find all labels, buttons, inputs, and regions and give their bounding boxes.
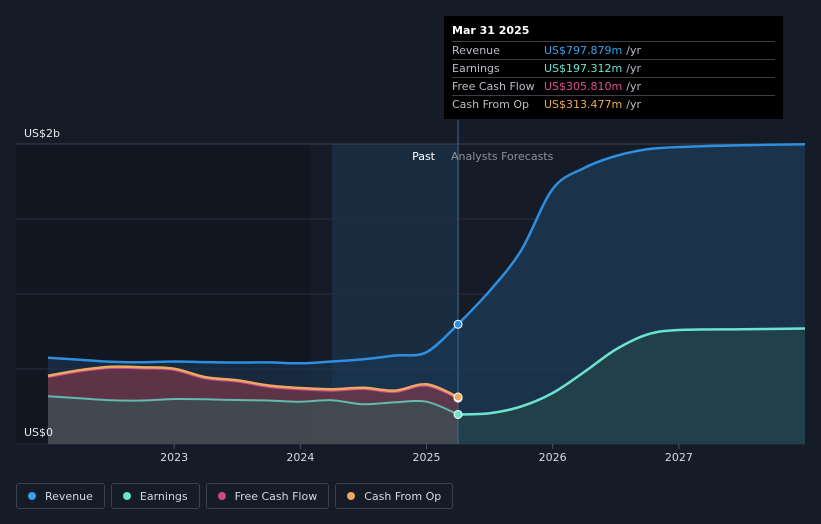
y-tick-top: US$2b (24, 127, 60, 140)
legend-item-cash-from-op[interactable]: Cash From Op (335, 483, 454, 509)
tooltip-label: Earnings (452, 62, 500, 75)
x-tick-label: 2024 (286, 451, 314, 464)
tooltip-value: US$197.312m (544, 62, 623, 75)
chart-legend: Revenue Earnings Free Cash Flow Cash Fro… (16, 483, 454, 511)
tooltip-label: Revenue (452, 44, 500, 57)
legend-item-earnings[interactable]: Earnings (110, 483, 200, 509)
tooltip-unit: /yr (626, 98, 641, 111)
earnings-area (48, 396, 459, 444)
x-tick-label: 2026 (539, 451, 567, 464)
hover-tooltip: Mar 31 2025 Revenue US$797.879m /yr Earn… (444, 16, 783, 119)
cash-from-op-line (47, 365, 459, 399)
tooltip-unit: /yr (626, 44, 641, 57)
legend-item-revenue[interactable]: Revenue (16, 483, 105, 509)
tooltip-value: US$313.477m (544, 98, 623, 111)
revenue-marker (453, 319, 463, 329)
series-markers (453, 319, 463, 419)
tooltip-unit: /yr (626, 80, 641, 93)
legend-label: Earnings (139, 489, 188, 503)
x-tick-label: 2025 (413, 451, 441, 464)
tooltip-value: US$797.879m (544, 44, 623, 57)
cash-from-op-dot-icon (347, 492, 356, 500)
past-label: Past (412, 150, 436, 163)
tooltip-row-cash-from-op: Cash From Op US$313.477m /yr (452, 95, 775, 113)
earnings-forecast-line (457, 327, 806, 416)
earnings-forecast-area (458, 328, 805, 444)
earnings-line (47, 395, 459, 416)
earnings-marker (453, 409, 463, 419)
tooltip-unit: /yr (626, 62, 641, 75)
tooltip-label: Free Cash Flow (452, 80, 535, 93)
cash-from-op-marker (453, 392, 463, 402)
legend-label: Free Cash Flow (234, 489, 318, 503)
legend-item-free-cash-flow[interactable]: Free Cash Flow (205, 483, 330, 509)
free-cash-flow-dot-icon (217, 492, 226, 500)
legend-label: Revenue (45, 489, 93, 503)
revenue-line (47, 323, 459, 365)
x-axis-ticks: 2023 2024 2025 2026 2027 (160, 444, 693, 464)
earnings-dot-icon (122, 492, 131, 500)
revenue-dot-icon (28, 492, 36, 500)
x-tick-label: 2027 (665, 451, 693, 464)
tooltip-row-free-cash-flow: Free Cash Flow US$305.810m /yr (452, 77, 775, 95)
y-tick-bottom: US$0 (24, 426, 53, 439)
series-lines (47, 143, 806, 416)
forecast-label: Analysts Forecasts (451, 150, 554, 163)
tooltip-date: Mar 31 2025 (452, 24, 530, 37)
revenue-forecast-line (457, 143, 806, 326)
legend-label: Cash From Op (364, 489, 442, 503)
tooltip-row-revenue: Revenue US$797.879m /yr (452, 41, 775, 59)
tooltip-row-earnings: Earnings US$197.312m /yr (452, 59, 775, 77)
tooltip-label: Cash From Op (452, 98, 530, 111)
x-tick-label: 2023 (160, 451, 188, 464)
tooltip-value: US$305.810m (544, 80, 623, 93)
